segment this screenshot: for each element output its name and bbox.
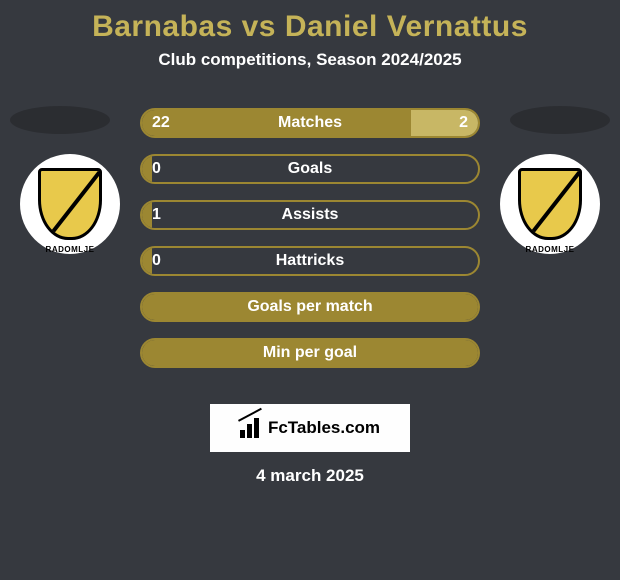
team-logo-right: RADOMLJE (500, 154, 600, 254)
stat-fill-left (142, 156, 152, 182)
stat-bar-track (140, 246, 480, 276)
stat-bar-track (140, 154, 480, 184)
comparison-body: RADOMLJE RADOMLJE Matches222 Goals0 Assist… (0, 90, 620, 390)
stat-fill-right (411, 110, 478, 136)
stat-row: Goals per match (140, 292, 480, 322)
brand-text: FcTables.com (268, 418, 380, 438)
stat-row: Assists1 (140, 200, 480, 230)
shield-label: RADOMLJE (518, 245, 582, 254)
comparison-card: Barnabas vs Daniel Vernattus Club compet… (0, 0, 620, 580)
date-label: 4 march 2025 (0, 466, 620, 486)
stat-fill-left (142, 340, 478, 366)
shield-icon: RADOMLJE (518, 168, 582, 240)
subtitle: Club competitions, Season 2024/2025 (0, 50, 620, 70)
stat-bar-track (140, 200, 480, 230)
ellipse-shadow-left (10, 106, 110, 134)
shield-icon: RADOMLJE (38, 168, 102, 240)
stat-bar-track (140, 338, 480, 368)
stat-row: Goals0 (140, 154, 480, 184)
stat-bar-track (140, 292, 480, 322)
stat-row: Min per goal (140, 338, 480, 368)
stat-bar-track (140, 108, 480, 138)
page-title: Barnabas vs Daniel Vernattus (0, 10, 620, 44)
stat-row: Hattricks0 (140, 246, 480, 276)
stat-fill-left (142, 248, 152, 274)
stat-bars: Matches222 Goals0 Assists1 Hattricks0 Goals … (140, 108, 480, 384)
brand-badge[interactable]: FcTables.com (210, 404, 410, 452)
stat-fill-left (142, 202, 152, 228)
team-logo-left: RADOMLJE (20, 154, 120, 254)
bar-chart-icon (240, 418, 264, 438)
stat-fill-left (142, 110, 411, 136)
stat-row: Matches222 (140, 108, 480, 138)
stat-fill-left (142, 294, 478, 320)
ellipse-shadow-right (510, 106, 610, 134)
shield-label: RADOMLJE (38, 245, 102, 254)
